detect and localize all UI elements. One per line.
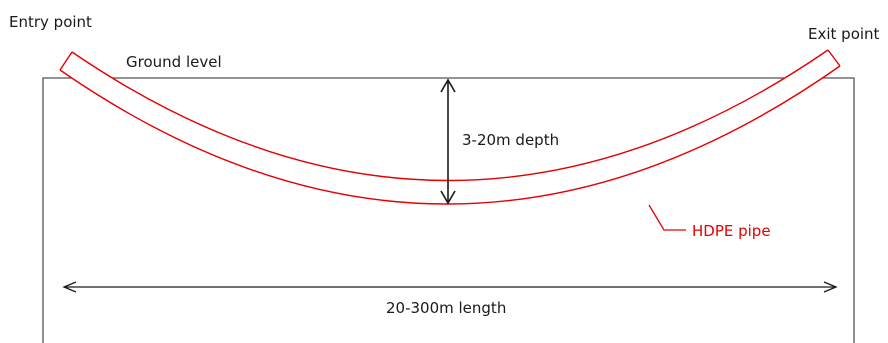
pipe-exit-end xyxy=(827,49,841,67)
depth-arrow-top-head xyxy=(440,78,456,93)
length-arrow-left-head xyxy=(62,281,77,293)
length-label: 20-300m length xyxy=(386,299,506,317)
ground-outline xyxy=(42,77,855,343)
pipe-inner-edge xyxy=(71,49,829,182)
depth-label: 3-20m depth xyxy=(462,131,559,149)
pipe-label: HDPE pipe xyxy=(692,222,771,240)
exit-point-label: Exit point xyxy=(808,25,880,43)
ground-level-label: Ground level xyxy=(126,53,222,71)
pipe-entry-end xyxy=(59,51,73,71)
pipe-callout-leader xyxy=(648,204,686,231)
entry-point-label: Entry point xyxy=(9,13,92,31)
pipe-outer-edge xyxy=(59,65,841,205)
depth-arrow-bottom-head xyxy=(440,190,456,205)
pipe-fill xyxy=(60,50,840,205)
length-arrow-right-head xyxy=(823,281,838,293)
